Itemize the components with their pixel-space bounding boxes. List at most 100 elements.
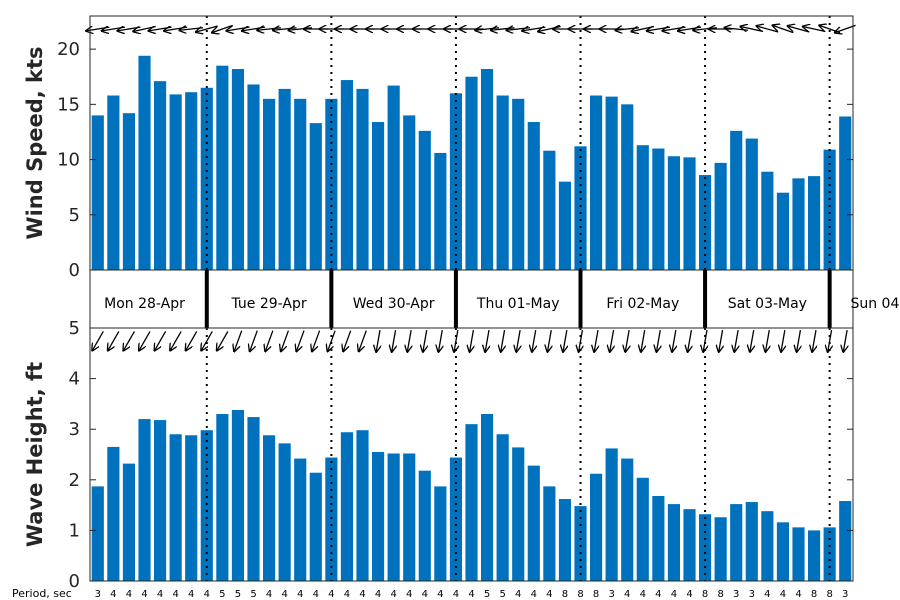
period-value: 4: [172, 589, 178, 600]
period-value: 4: [141, 589, 147, 600]
bar: [823, 527, 836, 581]
wave-direction-arrow: [672, 330, 676, 352]
y-tick-label: 3: [69, 419, 80, 440]
bar: [574, 146, 587, 270]
bar: [138, 55, 151, 271]
bar: [574, 506, 587, 581]
bar: [745, 138, 758, 270]
bar: [185, 435, 198, 581]
bar: [776, 192, 790, 270]
bar: [231, 409, 245, 581]
bar: [808, 530, 821, 581]
wave-direction-arrow: [92, 331, 104, 350]
bar: [527, 465, 540, 581]
bar: [823, 149, 836, 270]
wave-direction-arrow: [501, 330, 505, 352]
bar: [652, 148, 665, 270]
period-value: 4: [624, 589, 630, 600]
wave-direction-arrow: [454, 330, 458, 352]
wave-direction-arrow: [781, 330, 785, 352]
wave-direction-arrow: [765, 330, 769, 352]
bar: [107, 446, 120, 581]
bar: [154, 81, 167, 270]
wind-speed-panel: 0 5 10 15 20 Wind Speed, kts: [23, 15, 856, 281]
bar: [356, 430, 369, 581]
period-value: 8: [562, 589, 568, 600]
bar: [481, 69, 494, 270]
bar: [652, 495, 665, 581]
period-value: 4: [453, 589, 459, 600]
period-value: 8: [577, 589, 583, 600]
bar: [590, 473, 603, 581]
bar: [590, 95, 603, 270]
bar: [247, 417, 260, 581]
wave-direction-arrow: [296, 330, 305, 352]
wave-direction-arrow: [563, 330, 567, 352]
bar: [418, 470, 431, 581]
bar: [605, 448, 618, 581]
bar: [278, 88, 291, 270]
wave-direction-arrow: [139, 331, 151, 350]
wave-direction-arrow: [328, 330, 336, 352]
bar: [683, 509, 696, 581]
y-tick-label: 10: [57, 150, 80, 171]
period-value: 4: [406, 589, 412, 600]
bar: [512, 98, 525, 270]
bar: [714, 162, 727, 270]
period-value: 4: [110, 589, 116, 600]
bar: [714, 517, 727, 581]
wave-direction-arrow: [485, 330, 489, 352]
period-value: 4: [126, 589, 132, 600]
period-row: Period, sec 3 4 4 4 4 4 4 4 5 5 5 4 4 4 4 4 4 4 4 4 4 4 4 4 4 5 5 4 4…: [12, 587, 848, 600]
period-value: 3: [95, 589, 101, 600]
y-tick-label: 0: [69, 260, 80, 281]
wave-direction-arrow: [359, 330, 367, 352]
bar: [761, 171, 774, 270]
bar: [122, 113, 136, 271]
wave-direction-arrow: [594, 330, 598, 352]
wave-direction-arrow: [217, 331, 229, 350]
wave-direction-arrow: [155, 331, 167, 350]
period-value: 4: [204, 589, 210, 600]
wave-direction-arrow: [170, 331, 182, 350]
bar: [325, 457, 338, 581]
day-label: Mon 28-Apr: [104, 296, 185, 312]
bar: [449, 93, 463, 270]
bar: [309, 472, 322, 581]
wave-direction-arrow: [828, 330, 832, 352]
period-value: 4: [375, 589, 381, 600]
wave-direction-arrow: [423, 330, 427, 352]
bar: [138, 419, 151, 581]
period-value: 5: [219, 589, 225, 600]
wave-direction-arrow: [281, 330, 290, 352]
wave-direction-arrow: [734, 330, 738, 352]
bar: [512, 447, 525, 581]
bar: [216, 65, 229, 270]
period-value: 4: [437, 589, 443, 600]
bar: [294, 458, 307, 581]
period-value: 4: [188, 589, 194, 600]
period-value: 4: [764, 589, 770, 600]
bar: [185, 92, 198, 270]
y-tick-label: 5: [69, 318, 80, 339]
period-value: 4: [468, 589, 474, 600]
period-value: 8: [811, 589, 817, 600]
day-label: Tue 29-Apr: [230, 296, 306, 312]
bar: [387, 453, 400, 581]
bar: [792, 178, 805, 270]
wave-direction-arrow: [579, 330, 583, 352]
period-value: 4: [359, 589, 365, 600]
bar: [761, 511, 774, 581]
bar: [621, 458, 634, 581]
bar: [776, 522, 790, 581]
bar: [808, 176, 821, 270]
y-axis-label: Wave Height, ft: [23, 362, 47, 547]
bar: [309, 123, 322, 271]
wave-direction-arrow: [703, 330, 707, 352]
plot-frame: [89, 15, 854, 271]
day-strip: Mon 28-Apr Tue 29-Apr Wed 30-Apr Thu 01-May…: [89, 270, 900, 328]
bar: [543, 486, 556, 581]
bar: [263, 435, 276, 581]
bar: [216, 414, 229, 581]
